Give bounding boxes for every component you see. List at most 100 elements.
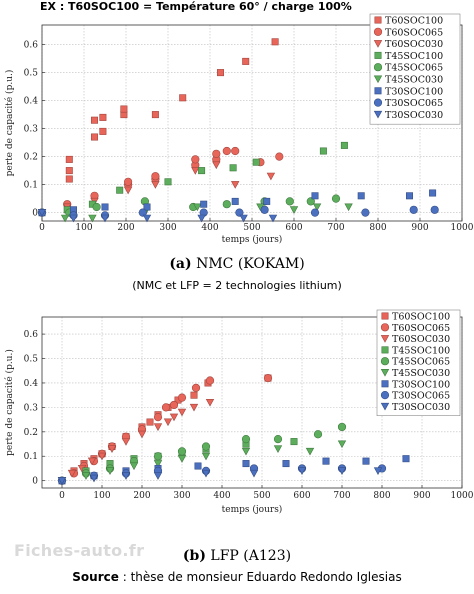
legend-marker (381, 346, 389, 354)
legend-label: T30SOC065 (385, 98, 443, 109)
x-tick-label: 100 (93, 491, 110, 501)
y-tick-label: 0.6 (24, 330, 39, 340)
data-point (222, 146, 231, 156)
data-point (191, 383, 201, 392)
x-tick-label: 0 (39, 223, 45, 233)
data-point (177, 447, 187, 456)
x-tick-label: 800 (369, 223, 386, 233)
data-point (239, 214, 248, 223)
x-tick-label: 700 (333, 491, 350, 501)
y-tick-label: 0.2 (24, 428, 38, 438)
data-point (242, 460, 250, 468)
data-point (337, 467, 347, 476)
data-point (65, 155, 73, 163)
y-tick-label: 0.5 (24, 69, 39, 79)
legend-marker (374, 87, 382, 95)
data-point (266, 172, 276, 181)
x-tick-label: 1000 (451, 491, 474, 501)
data-point (57, 477, 67, 485)
legend: T60SOC100T60SOC065T60SOC030T45SOC100T45S… (376, 309, 461, 416)
data-point (231, 146, 240, 156)
legend-label: T30SOC100 (385, 86, 443, 97)
data-point (153, 413, 163, 422)
x-tick-label: 500 (243, 223, 260, 233)
legend-marker (373, 40, 383, 48)
data-point (124, 177, 133, 186)
data-point (92, 202, 101, 212)
data-point (190, 391, 198, 399)
y-tick-label: 0.4 (24, 379, 39, 389)
data-point (69, 214, 78, 223)
data-point (81, 472, 91, 480)
x-axis-label: temps (jours) (222, 504, 283, 515)
data-point (123, 186, 133, 195)
chart-b-caption-prefix: (b) (182, 548, 206, 564)
data-point (129, 462, 139, 471)
legend-marker (380, 357, 390, 366)
legend-label: T45SOC030 (385, 75, 443, 86)
header-text: EX : T60SOC100 = Température 60° / charg… (40, 0, 352, 13)
data-point (235, 208, 244, 217)
legend-label: T45SOC100 (385, 51, 443, 62)
data-point (164, 178, 172, 186)
y-tick-label: 0.1 (24, 452, 38, 462)
series-T45SOC065 (37, 194, 341, 217)
data-point (200, 200, 208, 208)
data-point (362, 457, 370, 465)
data-point (146, 418, 154, 426)
y-tick-label: 0.1 (24, 181, 38, 191)
chart-a-caption-text: NMC (KOKAM) (196, 256, 305, 272)
data-point (177, 455, 187, 463)
data-point (137, 430, 147, 439)
data-point (201, 469, 211, 478)
series-T60SOC100 (38, 38, 279, 217)
legend-marker (373, 98, 383, 107)
y-tick-label: 0.6 (24, 41, 39, 51)
data-point (121, 472, 131, 480)
data-point (268, 214, 278, 223)
data-point (65, 175, 73, 183)
x-tick-label: 200 (133, 491, 150, 501)
data-point (105, 467, 115, 476)
data-point (241, 435, 251, 444)
plot-frame (41, 316, 463, 489)
legend-marker (380, 391, 390, 400)
chart-a: 0 100 200 300 400 500 600 700 800 900 1000 0 0.1 0.2 0… (4, 13, 474, 245)
legend-label: T60SOC065 (392, 323, 450, 334)
data-point (217, 69, 225, 77)
data-point (189, 403, 199, 412)
data-point (290, 438, 298, 446)
data-point (212, 149, 221, 158)
legend-marker (380, 402, 390, 411)
legend-marker (373, 63, 383, 72)
data-point (249, 469, 259, 478)
watermark: Fiches-auto.fr (14, 541, 145, 560)
data-point (151, 181, 160, 189)
series-T30SOC030 (37, 209, 278, 223)
y-tick-label: 0.4 (24, 97, 39, 107)
data-point (305, 447, 315, 456)
x-tick-label: 600 (285, 223, 302, 233)
series-T30SOC100 (38, 189, 437, 217)
data-point (241, 447, 251, 456)
data-point (143, 203, 151, 211)
data-point (297, 467, 307, 476)
legend-marker (380, 323, 390, 332)
data-point (198, 167, 206, 175)
x-tick-label: 900 (411, 223, 428, 233)
legend-marker (381, 380, 389, 388)
x-tick-label: 800 (373, 491, 390, 501)
data-point (177, 408, 187, 417)
data-point (313, 430, 323, 439)
legend-marker (373, 110, 383, 119)
data-point (107, 445, 117, 454)
y-tick-label: 0 (32, 477, 38, 487)
series-T60SOC030 (57, 398, 215, 485)
data-point (169, 400, 179, 410)
data-point (310, 208, 320, 217)
legend-label: T45SOC065 (392, 357, 450, 368)
legend-label: T30SOC030 (392, 402, 450, 413)
y-axis-label: perte de capacité (p.u.) (4, 349, 15, 456)
legend-marker (381, 312, 389, 320)
